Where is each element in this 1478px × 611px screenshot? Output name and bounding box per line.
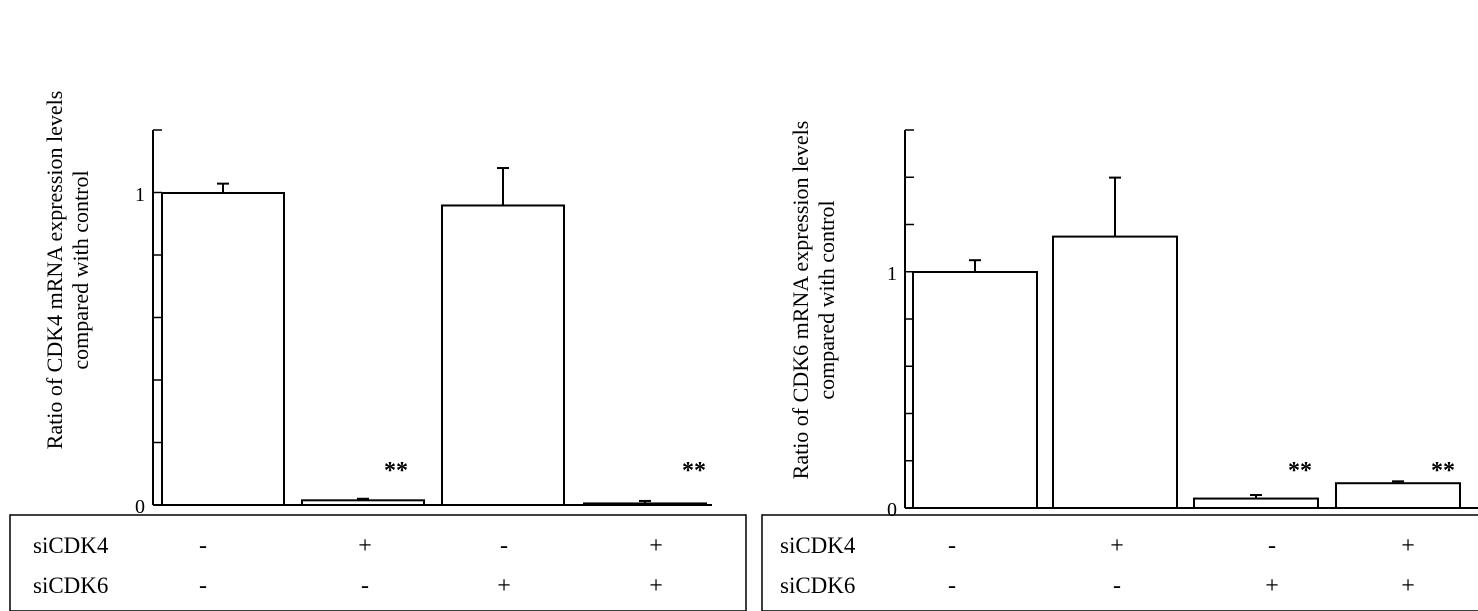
- condition-mark: +: [1110, 533, 1124, 559]
- bar: [441, 204, 565, 506]
- condition-mark: -: [361, 573, 369, 599]
- chart-cdk6: 0 1 Ratio of CDK6 mRNA expression levels co…: [761, 121, 1478, 611]
- y-tick-label: 0: [135, 496, 145, 518]
- bar: [1335, 482, 1461, 510]
- condition-mark: +: [649, 573, 663, 599]
- chart-cdk4: 0 1 Ratio of CDK4 mRNA expression levels co…: [9, 91, 747, 611]
- condition-mark: -: [948, 573, 956, 599]
- significance-marker: **: [1431, 458, 1455, 484]
- y-axis-label: compared with control: [814, 200, 839, 399]
- condition-row-label: siCDK4: [780, 533, 856, 558]
- condition-mark: +: [1401, 533, 1415, 559]
- significance-marker: **: [682, 458, 706, 484]
- condition-mark: -: [948, 533, 956, 559]
- condition-mark: -: [500, 533, 508, 559]
- condition-table-box: [761, 514, 1478, 611]
- bar: [583, 502, 707, 507]
- bar: [1193, 497, 1319, 509]
- bar: [301, 499, 425, 507]
- condition-mark: -: [1113, 573, 1121, 599]
- bar: [912, 271, 1038, 509]
- condition-mark: +: [649, 533, 663, 559]
- y-tick-label: 1: [887, 263, 897, 285]
- condition-mark: +: [1401, 573, 1415, 599]
- y-axis-label: Ratio of CDK6 mRNA expression levels: [788, 121, 813, 480]
- y-axis-label: Ratio of CDK4 mRNA expression levels: [42, 91, 67, 450]
- significance-marker: **: [384, 458, 408, 484]
- condition-mark: +: [1265, 573, 1279, 599]
- condition-mark: -: [1268, 533, 1276, 559]
- condition-mark: -: [199, 573, 207, 599]
- bar: [1052, 235, 1178, 509]
- bar: [161, 192, 285, 506]
- y-axis-label: compared with control: [68, 170, 93, 369]
- condition-mark: +: [358, 533, 372, 559]
- y-tick-label: 1: [135, 184, 145, 206]
- condition-row-label: siCDK6: [33, 573, 108, 598]
- condition-table-box: [9, 514, 747, 611]
- condition-mark: -: [199, 533, 207, 559]
- condition-mark: +: [497, 573, 511, 599]
- significance-marker: **: [1288, 458, 1312, 484]
- condition-row-label: siCDK6: [780, 573, 855, 598]
- condition-row-label: siCDK4: [33, 533, 109, 558]
- y-tick-label: 0: [887, 499, 897, 521]
